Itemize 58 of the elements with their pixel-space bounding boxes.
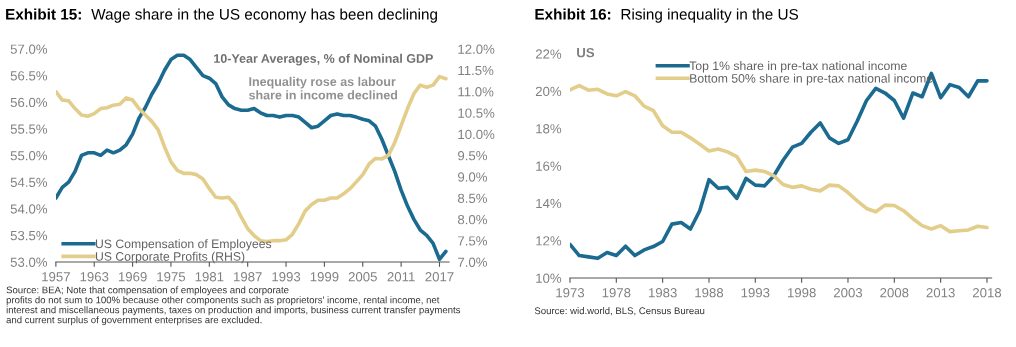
x-tick-label: 1963 [80,272,109,282]
y2-tick-label: 7.5% [458,236,488,246]
y2-tick-label: 11.0% [458,87,494,97]
y-tick-label: 56.0% [10,97,48,108]
x-tick-label: 2017 [425,272,454,282]
y2-tick-label: 11.5% [458,65,494,76]
annotation: 10-Year Averages, % of Nominal GDP [214,53,433,66]
source-note: Source: BEA; Note that compensation of employees and corporate profits do not sum to 100% because other components such as proprietors' income, rental income, net interest and miscellaneous payments, taxes on production and imports, business current transfer payments and current surplus of government enterprises are excluded. [6,286,461,326]
y-tick-label: 55.5% [10,124,48,134]
y-tick-label: 20% [535,86,562,97]
x-tick-label: 2011 [387,272,415,282]
x-tick-label: 1993 [272,272,301,282]
y-tick-label: 55.0% [10,151,48,161]
y2-tick-label: 9.5% [458,151,488,161]
y-tick-label: 57.0% [10,44,48,54]
y-tick-label: 10% [536,273,562,283]
annotation: US [577,47,595,58]
y2-tick-label: 9.0% [458,172,488,182]
source-note: Source: wid.world, BLS, Census Bureau [534,307,705,316]
x-tick-label: 1998 [787,288,816,298]
x-tick-label: 1973 [556,288,585,298]
y-tick-label: 16% [536,161,562,171]
y-tick-label: 53.5% [10,230,48,241]
x-tick-label: 1983 [648,288,677,298]
legend-label: Top 1% share in pre-tax national income [689,61,907,73]
y-tick-label: 54.5% [10,177,48,187]
x-tick-label: 2003 [833,288,863,298]
x-tick-label: 1988 [695,288,724,298]
legend-label: US Corporate Profits (RHS) [95,251,245,264]
x-tick-label: 1957 [42,272,70,282]
x-tick-label: 2005 [348,272,377,282]
x-tick-label: 1978 [602,288,631,298]
x-tick-label: 2013 [926,288,955,298]
chart-title: Exhibit 15: Wage share in the US economy has been declining [6,8,437,23]
x-tick-label: 1981 [195,272,224,282]
y-tick-label: 54.0% [10,204,48,214]
x-tick-label: 1993 [741,288,770,298]
y-tick-label: 56.5% [10,71,48,81]
y2-tick-label: 10.0% [458,129,495,140]
x-tick-label: 1975 [157,272,186,282]
y2-tick-label: 10.5% [458,108,495,118]
legend-label: US Compensation of Employees [95,239,272,251]
y-tick-label: 53.0% [10,257,48,267]
x-tick-label: 2008 [880,288,909,298]
y-tick-label: 12% [536,236,562,246]
y2-tick-label: 8.0% [457,214,488,225]
x-tick-label: 1969 [118,272,147,282]
y2-tick-label: 8.5% [457,193,488,203]
y2-tick-label: 12.0% [458,44,495,54]
y-tick-label: 14% [536,198,562,209]
chart-title: Exhibit 16: Rising inequality in the US [535,8,799,23]
y2-tick-label: 7.0% [458,257,488,267]
y-tick-label: 18% [536,124,562,134]
x-tick-label: 1987 [234,272,262,282]
y-tick-label: 22% [535,49,562,59]
x-tick-label: 2018 [972,288,1002,298]
annotation: Inequality rose as labour share in income declined [248,76,398,100]
x-tick-label: 1999 [310,272,339,282]
